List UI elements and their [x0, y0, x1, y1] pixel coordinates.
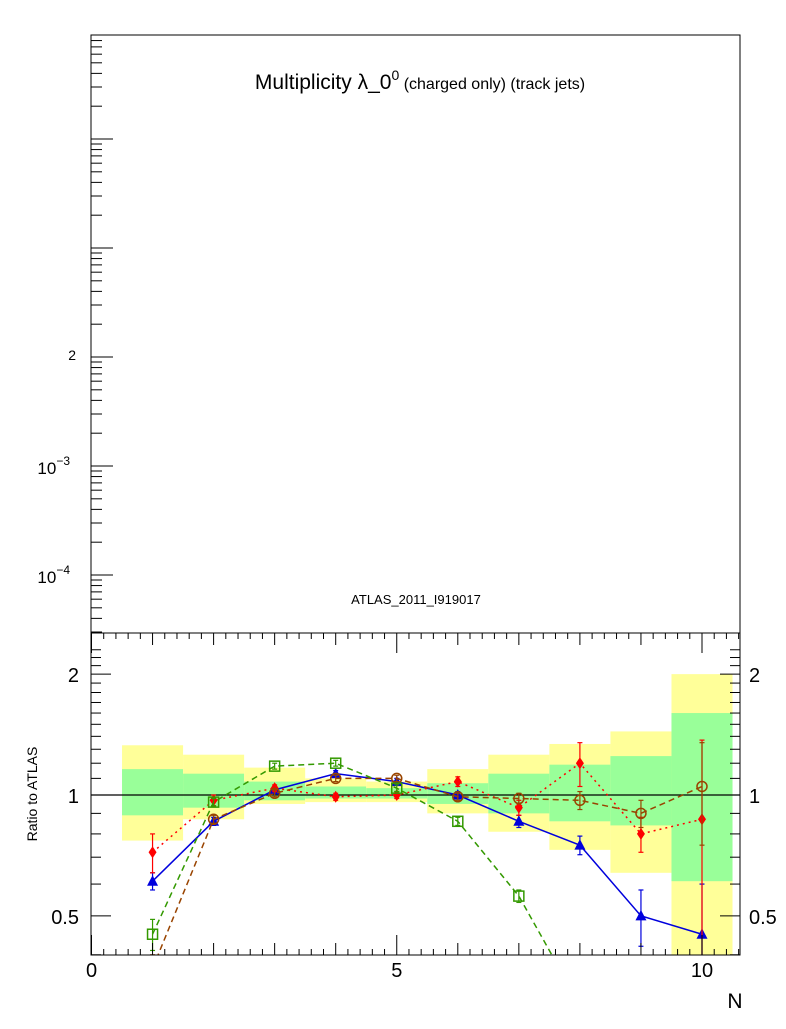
top-ytick-2-mantissa: 10 [37, 568, 56, 587]
ratio-xlabel: N [727, 990, 742, 1013]
ratio-ytick-label-left-0: 0.5 [51, 907, 79, 929]
marker-square-7 [513, 890, 525, 902]
marker-diamond-6 [453, 775, 462, 788]
series-line-square [151, 762, 553, 955]
marker-square-6 [452, 815, 464, 828]
top-y-axis [91, 40, 113, 633]
series-circle [150, 742, 708, 955]
marker-circle-7 [513, 792, 525, 805]
marker-circle-3 [268, 787, 281, 800]
top-ytick-1-mantissa: 10 [37, 459, 56, 478]
marker-square-1 [146, 928, 159, 940]
series-square [146, 757, 553, 955]
marker-circle-4 [329, 772, 342, 785]
marker-square-4 [329, 757, 342, 769]
ratio-plot-frame [90, 632, 741, 956]
ratio-ytick-label-right-2: 2 [749, 665, 760, 687]
ratio-ytick-label-right-1: 1 [749, 786, 760, 808]
chart-title: Multiplicity λ_00 (charged only) (track … [255, 67, 585, 94]
ratio-ytick-label-right-0: 0.5 [749, 907, 777, 929]
marker-circle-8 [574, 794, 586, 807]
marker-circle-6 [452, 791, 464, 803]
ratio-series [146, 739, 708, 955]
marker-diamond-7 [514, 801, 523, 814]
ratio-xtick-labels: 0 5 10 [86, 960, 713, 982]
band-green-0 [122, 769, 184, 816]
ratio-ylabel: Ratio to ATLAS [24, 747, 40, 842]
top-ytick-2-exponent: −4 [56, 563, 70, 577]
marker-diamond-9 [636, 827, 645, 840]
marker-square-3 [268, 760, 281, 772]
series-line-circle [157, 777, 703, 955]
top-ytick-label-0: 2 [68, 347, 76, 363]
ratio-panel [90, 632, 741, 956]
top-ytick-label-1: 10−3 [37, 454, 70, 478]
xtick-label-10: 10 [691, 960, 713, 982]
series-line-diamond [152, 762, 703, 853]
marker-triangle-7 [513, 815, 525, 826]
xtick-label-0: 0 [86, 960, 97, 982]
marker-square-2 [207, 796, 220, 808]
chart-title-main: Multiplicity λ_0 [255, 71, 392, 94]
ratio-ytick-label-left-1: 1 [68, 786, 79, 808]
marker-circle-10 [696, 780, 708, 793]
marker-triangle-9 [635, 909, 647, 921]
top-ytick-1-exponent: −3 [56, 454, 70, 468]
marker-diamond-4 [331, 790, 340, 803]
ratio-axes [91, 633, 740, 956]
marker-triangle-8 [574, 839, 586, 850]
marker-diamond-8 [575, 757, 584, 770]
marker-square-5 [391, 782, 403, 794]
analysis-label: ATLAS_2011_I919017 [351, 592, 481, 607]
ratio-series-clipped [146, 739, 708, 955]
ratio-ytick-label-left-2: 2 [68, 665, 79, 687]
chart-title-suffix: (charged only) (track jets) [399, 76, 585, 93]
marker-triangle-1 [147, 875, 159, 886]
marker-circle-9 [635, 807, 647, 820]
xtick-label-5: 5 [391, 960, 402, 982]
marker-diamond-1 [148, 846, 157, 859]
top-ytick-label-2: 10−4 [37, 563, 70, 587]
marker-circle-2 [207, 813, 220, 826]
chart-title-superscript: 0 [391, 67, 399, 83]
